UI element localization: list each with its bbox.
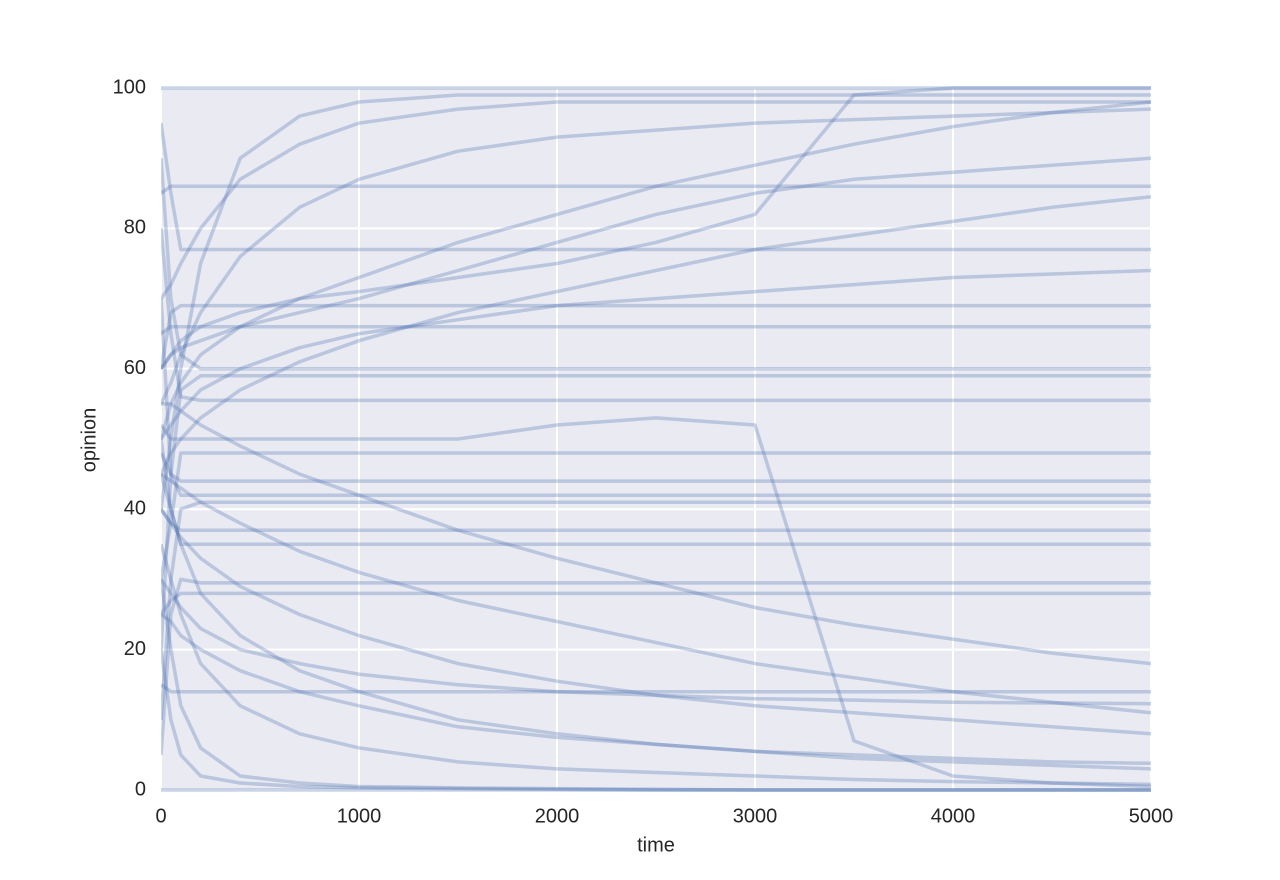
y-tick-label: 100 [113,76,146,98]
x-tick-label: 4000 [931,805,976,827]
series-line [161,649,1151,792]
series-line [161,543,1151,787]
series-line [161,107,1151,405]
series-line [161,122,1151,252]
y-tick-label: 80 [124,217,146,239]
series-line [161,374,1151,650]
series-line [161,195,1151,475]
y-tick-label: 0 [135,778,146,800]
plot-background [161,88,1151,790]
series-line [161,591,1151,616]
series-line [161,508,1151,736]
series-line [161,298,1151,497]
series-line [161,500,1151,720]
y-tick-label: 20 [124,638,146,660]
x-tick-label: 2000 [535,805,580,827]
x-tick-label: 5000 [1129,805,1174,827]
series-line [161,508,1151,533]
x-axis-label: time [637,834,675,856]
series-line [161,268,1151,441]
series-line [161,578,1151,706]
series-line [161,577,1151,756]
y-tick-label: 60 [124,357,146,379]
series-line [161,100,1151,440]
series-line [161,402,1151,666]
series-line [161,451,1151,580]
series-line [161,156,1151,370]
y-tick-label: 40 [124,497,146,519]
series-line [161,416,1151,789]
series-line [161,324,1151,336]
x-tick-label: 1000 [337,805,382,827]
y-axis-label: opinion [78,408,100,473]
series-line [161,452,1151,483]
series-line [161,473,1151,771]
series-line [161,158,1151,371]
series-line [161,100,1151,300]
series-line [161,184,1151,195]
x-tick-label: 0 [155,805,166,827]
series-line [161,472,1151,715]
series-line [161,93,1151,510]
series-line [161,438,1151,547]
series-line [161,613,1151,766]
x-tick-label: 3000 [733,805,778,827]
series-line [161,579,1151,792]
series-line [161,683,1151,694]
series-line [161,303,1151,370]
series-line [161,86,1151,370]
series-line [161,228,1151,403]
